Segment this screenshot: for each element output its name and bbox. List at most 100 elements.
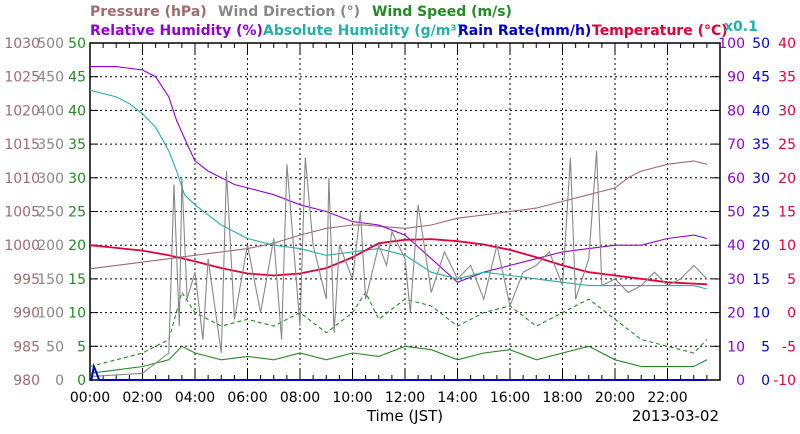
series-line-wind-gust — [89, 291, 708, 368]
x-tick-label: 00:00 — [70, 390, 110, 406]
x-tick-label: 04:00 — [175, 390, 215, 406]
y-tick-label-rain: 20 — [752, 238, 770, 254]
y-tick-label-rain: 30 — [752, 171, 770, 187]
y-tick-label-pressure: 1030 — [4, 36, 40, 52]
y-tick-label-temp: 0 — [787, 306, 796, 322]
y-tick-label-rain: 25 — [752, 205, 770, 221]
y-tick-label-temp: 35 — [778, 70, 796, 86]
legend: Pressure (hPa) Wind Direction (°) Wind S… — [90, 4, 758, 39]
axis-labels: 00:00 02:00 04:00 06:00 08:00 10:00 12:00 14:00… — [4, 36, 796, 406]
x-tick-label: 10:00 — [332, 390, 372, 406]
y-tick-label-pressure: 995 — [13, 272, 40, 288]
legend-relative-humidity: Relative Humidity (%) — [90, 23, 263, 39]
y-tick-label-rain: 5 — [761, 339, 770, 355]
y-tick-label-pressure: 1020 — [4, 103, 40, 119]
x-tick-label: 08:00 — [280, 390, 320, 406]
legend-absolute-humidity: Absolute Humidity (g/m³) — [263, 23, 463, 39]
x-tick-label: 20:00 — [595, 390, 635, 406]
legend-temperature: Temperature (°C) — [592, 23, 728, 39]
y-tick-label-wind-speed: 30 — [68, 171, 86, 187]
series-layer — [89, 66, 708, 381]
x-tick-label: 02:00 — [122, 390, 162, 406]
y-tick-label-wind-dir: 150 — [37, 272, 64, 288]
y-tick-label-rh: 90 — [727, 70, 745, 86]
x-tick-label: 22:00 — [647, 390, 687, 406]
x-axis-title: Time (JST) — [366, 407, 443, 425]
y-tick-label-rain: 50 — [752, 36, 770, 52]
series-line-pressure — [89, 160, 708, 270]
y-tick-label-temp: 40 — [778, 36, 796, 52]
y-tick-label-wind-speed: 35 — [68, 137, 86, 153]
y-tick-label-wind-speed: 15 — [68, 272, 86, 288]
y-tick-label-wind-speed: 10 — [68, 306, 86, 322]
y-tick-label-wind-speed: 50 — [68, 36, 86, 52]
x-tick-label: 14:00 — [437, 390, 477, 406]
y-tick-label-pressure: 980 — [13, 373, 40, 389]
y-tick-label-rain: 0 — [761, 373, 770, 389]
y-tick-label-rain: 45 — [752, 70, 770, 86]
legend-rain-rate: Rain Rate(mm/h) — [458, 23, 591, 39]
series-line-rain — [90, 362, 707, 381]
y-tick-label-temp: 5 — [787, 272, 796, 288]
y-tick-label-wind-dir: 100 — [37, 306, 64, 322]
y-tick-label-rh: 10 — [727, 339, 745, 355]
legend-wind-direction: Wind Direction (°) — [218, 4, 360, 20]
y-tick-label-wind-dir: 0 — [55, 373, 64, 389]
x-tick-label: 12:00 — [385, 390, 425, 406]
y-tick-label-wind-dir: 400 — [37, 103, 64, 119]
y-tick-label-wind-speed: 40 — [68, 103, 86, 119]
y-tick-label-pressure: 985 — [13, 339, 40, 355]
y-tick-label-pressure: 990 — [13, 306, 40, 322]
y-tick-label-wind-speed: 45 — [68, 70, 86, 86]
y-tick-label-rain: 35 — [752, 137, 770, 153]
y-tick-label-rh: 100 — [718, 36, 745, 52]
y-tick-label-temp: 15 — [778, 205, 796, 221]
date-label: 2013-03-02 — [632, 407, 719, 425]
y-tick-label-wind-speed: 0 — [77, 373, 86, 389]
x-tick-label: 16:00 — [490, 390, 530, 406]
y-tick-label-temp: -10 — [773, 373, 796, 389]
y-tick-label-wind-dir: 200 — [37, 238, 64, 254]
x-tick-label: 06:00 — [227, 390, 267, 406]
y-tick-label-wind-speed: 20 — [68, 238, 86, 254]
ah-scale-note: x0.1 — [724, 19, 758, 35]
y-tick-label-wind-dir: 50 — [46, 339, 64, 355]
y-tick-label-pressure: 1025 — [4, 70, 40, 86]
series-line-rh — [90, 66, 708, 283]
series-line-wind-dir — [89, 150, 708, 378]
y-tick-label-rh: 30 — [727, 272, 745, 288]
y-tick-label-pressure: 1015 — [4, 137, 40, 153]
y-tick-label-rh: 50 — [727, 205, 745, 221]
y-tick-label-wind-dir: 450 — [37, 70, 64, 86]
y-tick-label-rain: 15 — [752, 272, 770, 288]
y-tick-label-temp: 30 — [778, 103, 796, 119]
series-line-wind-speed — [89, 345, 708, 374]
y-tick-label-wind-speed: 25 — [68, 205, 86, 221]
y-tick-label-rh: 40 — [727, 238, 745, 254]
grid — [90, 43, 720, 380]
y-tick-label-rh: 20 — [727, 306, 745, 322]
legend-wind-speed: Wind Speed (m/s) — [372, 4, 512, 20]
y-tick-label-temp: 20 — [778, 171, 796, 187]
y-tick-label-rain: 10 — [752, 306, 770, 322]
y-tick-label-wind-dir: 250 — [37, 205, 64, 221]
y-tick-label-wind-dir: 300 — [37, 171, 64, 187]
y-tick-label-rh: 70 — [727, 137, 745, 153]
x-tick-label: 18:00 — [542, 390, 582, 406]
y-tick-label-temp: 10 — [778, 238, 796, 254]
y-tick-label-rh: 60 — [727, 171, 745, 187]
y-tick-label-temp: -5 — [782, 339, 796, 355]
y-tick-label-wind-dir: 350 — [37, 137, 64, 153]
legend-pressure: Pressure (hPa) — [90, 4, 207, 20]
y-tick-label-rh: 80 — [727, 103, 745, 119]
y-tick-label-rh: 0 — [736, 373, 745, 389]
series-line-temp — [89, 238, 707, 286]
y-tick-label-pressure: 1000 — [4, 238, 40, 254]
y-tick-label-pressure: 1005 — [4, 205, 40, 221]
series-line-ah — [89, 89, 708, 290]
y-tick-label-temp: 25 — [778, 137, 796, 153]
y-tick-label-wind-dir: 500 — [37, 36, 64, 52]
y-tick-label-wind-speed: 5 — [77, 339, 86, 355]
y-tick-label-rain: 40 — [752, 103, 770, 119]
